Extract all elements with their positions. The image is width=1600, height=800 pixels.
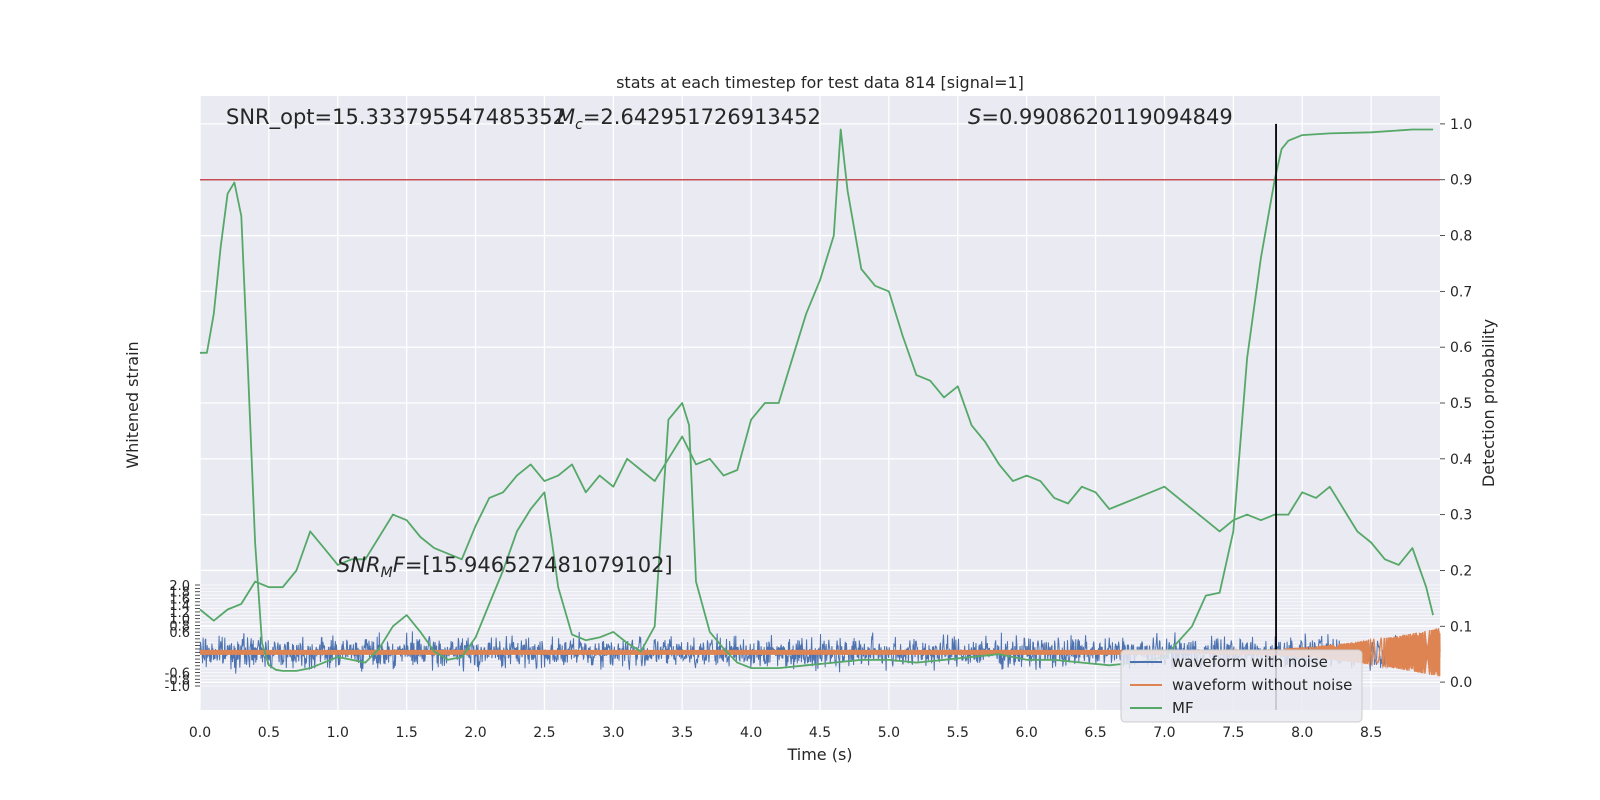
right-tick-label: 0.7	[1450, 284, 1472, 300]
left-tick-label: 1.0	[169, 613, 190, 628]
detection-probability-line	[199, 128, 1434, 622]
x-tick-label: 2.5	[533, 725, 555, 741]
x-tick-label: 8.5	[1360, 725, 1382, 741]
right-axis-label: Detection probability	[1479, 319, 1498, 487]
right-tick-label: 0.4	[1450, 452, 1472, 468]
right-tick-label: 1.0	[1450, 117, 1472, 133]
series-lines	[199, 123, 1440, 710]
right-tick-labels: 0.0 0.1 0.2 0.3 0.4 0.5 0.6 0.7 0.8 0.9 1.0	[1440, 117, 1472, 691]
mc-symbol: M	[557, 105, 575, 129]
x-axis-label: Time (s)	[786, 745, 852, 764]
legend: waveform with noise waveform without noi…	[1120, 649, 1363, 723]
snr-mf-value: =[15.946527481079102]	[405, 553, 673, 577]
x-tick-label: 5.0	[878, 725, 900, 741]
snr-mf-f: F	[393, 553, 406, 577]
x-tick-label: 3.0	[602, 725, 624, 741]
legend-label-clean: waveform without noise	[1172, 676, 1352, 694]
x-tick-label: 1.5	[396, 725, 418, 741]
right-tick-label: 0.8	[1450, 229, 1472, 245]
x-tick-labels: 0.0 0.5 1.0 1.5 2.0 2.5 3.0 3.5 4.0 4.5 5.0 5.5 6.0 6…	[189, 725, 1382, 741]
snr-opt-annotation: SNR_opt=15.333795547485352	[226, 105, 566, 130]
snr-mf-annotation: SNRMF=[15.946527481079102]	[337, 553, 673, 581]
left-axis-label: Whitened strain	[123, 341, 142, 468]
right-tick-label: 0.6	[1450, 340, 1472, 356]
left-tick-label: 1.6	[169, 592, 190, 607]
snr-mf-symbol: SNR	[337, 553, 381, 577]
x-tick-label: 6.0	[1016, 725, 1038, 741]
x-tick-label: 4.0	[740, 725, 762, 741]
right-tick-label: 0.0	[1450, 675, 1472, 691]
left-tick-labels: 2.01.81.61.41.21.00.80.6 -0.6-0.8-1.0	[165, 579, 200, 695]
x-tick-label: 5.5	[947, 725, 969, 741]
legend-box	[1120, 649, 1363, 723]
left-tick-label: -0.6	[165, 667, 190, 682]
x-tick-label: 0.5	[258, 725, 280, 741]
mc-value: =2.642951726913452	[583, 105, 821, 129]
mf-line	[200, 128, 1434, 672]
right-tick-label: 0.2	[1450, 563, 1472, 579]
s-annotation: S=0.9908620119094849	[968, 105, 1233, 129]
snr-mf-subscript: M	[381, 565, 393, 581]
right-tick-label: 0.1	[1450, 619, 1472, 635]
x-tick-label: 7.0	[1153, 725, 1175, 741]
legend-label-mf: MF	[1172, 699, 1194, 717]
x-tick-label: 1.0	[327, 725, 349, 741]
left-tick-label: 1.2	[169, 606, 190, 621]
mc-subscript: c	[575, 117, 583, 133]
x-tick-label: 2.0	[464, 725, 486, 741]
right-tick-label: 0.3	[1450, 508, 1472, 524]
x-tick-label: 3.5	[671, 725, 693, 741]
right-tick-label: 0.9	[1450, 173, 1472, 189]
left-tick-label: -1.0	[165, 680, 190, 695]
left-tick-label: 1.8	[169, 586, 190, 601]
left-tick-label: 0.6	[169, 626, 190, 641]
legend-label-noise: waveform with noise	[1172, 653, 1328, 671]
x-tick-label: 7.5	[1222, 725, 1244, 741]
s-value: =0.9908620119094849	[981, 105, 1232, 129]
x-tick-label: 6.5	[1084, 725, 1106, 741]
s-symbol: S	[968, 105, 981, 129]
x-tick-label: 4.5	[809, 725, 831, 741]
x-tick-label: 0.0	[189, 725, 211, 741]
left-tick-label: 1.4	[169, 599, 190, 614]
x-tick-label: 8.0	[1291, 725, 1313, 741]
left-tick-label: 0.8	[169, 619, 190, 634]
left-tick-label: -0.8	[165, 673, 190, 688]
chart-title: stats at each timestep for test data 814…	[616, 73, 1024, 92]
chirp-mass-annotation: Mc=2.642951726913452	[557, 105, 821, 133]
left-tick-label: 2.0	[169, 579, 190, 594]
right-tick-label: 0.5	[1450, 396, 1472, 412]
